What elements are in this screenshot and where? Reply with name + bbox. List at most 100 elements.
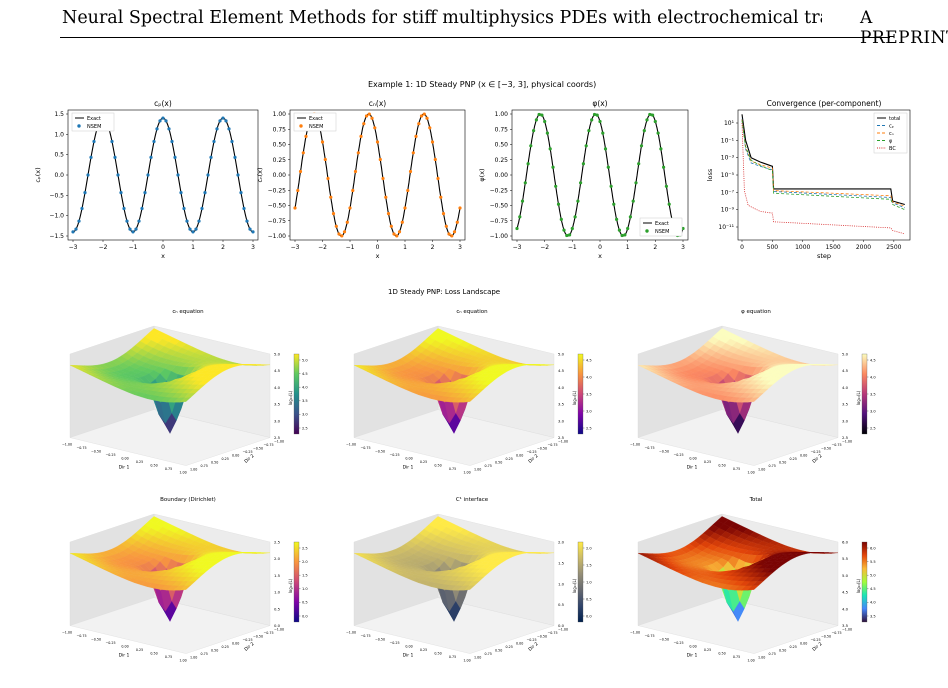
nsem-point (667, 202, 671, 206)
y-tick-label: 0.00 (495, 172, 509, 179)
nsem-point (298, 169, 303, 174)
surface-cell (463, 585, 476, 591)
nsem-point (340, 234, 344, 238)
dir2-axis-label: Dir 2 (811, 641, 823, 653)
nsem-point (381, 176, 385, 181)
z-tick-label: 1.5 (558, 560, 565, 565)
panel-title: Convergence (per-component) (767, 99, 882, 108)
z-tick-label: 0.5 (558, 602, 565, 607)
nsem-point (634, 181, 638, 185)
dir2-tick-label: −1.00 (842, 440, 852, 444)
figure2-suptitle: 1D Steady PNP: Loss Landscape (388, 288, 501, 296)
x-tick-label: −2 (99, 244, 108, 251)
dir1-tick-label: −0.75 (644, 446, 654, 450)
panel-title: cₚ(x) (154, 99, 172, 108)
dir1-tick-label: 0.75 (733, 655, 740, 659)
nsem-point (230, 139, 234, 144)
z-tick-label: 4.5 (842, 368, 849, 373)
panel-title: φ(x) (592, 99, 607, 108)
x-tick-label: 2000 (856, 244, 871, 251)
nsem-point (620, 233, 624, 238)
colorbar-tick-label: 2.5 (586, 426, 592, 430)
dir1-axis-label: Dir 1 (119, 653, 130, 659)
z-tick-label: 4.0 (558, 385, 565, 390)
dir1-tick-label: 0.50 (434, 652, 441, 656)
colorbar-tick-label: 3.0 (302, 413, 308, 417)
dir2-tick-label: 1.00 (474, 468, 481, 472)
nsem-point (331, 212, 336, 216)
nsem-point (89, 155, 93, 159)
dir1-tick-label: 0.75 (165, 655, 172, 659)
nsem-point (425, 116, 429, 120)
nsem-point (664, 184, 669, 188)
dir1-tick-label: −1.00 (62, 631, 72, 635)
legend-entry: NSEM (655, 229, 669, 235)
y-tick-label: 10⁻⁵ (721, 172, 735, 179)
nsem-point (203, 191, 207, 195)
nsem-point (609, 184, 613, 188)
panel-title: C¹ interface (456, 496, 489, 503)
z-tick-label: 3.0 (842, 418, 849, 423)
nsem-point (323, 157, 327, 162)
floor (637, 597, 839, 654)
dir1-tick-label: 0.50 (434, 464, 441, 468)
nsem-point (146, 173, 150, 177)
landscape-panel-1: cₕ equation 5.0 4.5 4.0 3.5 3.0 2.5 log₁₀(L) −1.… (62, 309, 308, 475)
dir1-tick-label: 0.25 (136, 460, 143, 464)
nsem-point (164, 119, 168, 123)
nsem-point (595, 113, 599, 117)
x-axis-label: x (598, 252, 602, 260)
solution-panel-3: φ(x) 1.00 0.75 0.50 0.25 0.00 −0.25 −0.50 −0.75 −… (478, 99, 689, 260)
nsem-point (293, 206, 297, 210)
nsem-point (212, 139, 216, 144)
nsem-point (221, 116, 225, 120)
dir1-axis-label: Dir 1 (687, 653, 698, 659)
nsem-point (518, 215, 522, 219)
colorbar (577, 353, 584, 435)
nsem-point (570, 226, 574, 231)
nsem-point (414, 134, 418, 138)
dir2-tick-label: 1.00 (758, 468, 765, 472)
panel-title: cₙ(x) (369, 99, 386, 108)
dir2-tick-label: 0.00 (800, 642, 807, 646)
nsem-point (143, 191, 147, 195)
nsem-point (337, 232, 341, 236)
dir2-tick-label: 0.25 (222, 645, 229, 649)
dir1-tick-label: 1.00 (747, 659, 754, 663)
nsem-point (554, 184, 558, 188)
nsem-point (197, 219, 201, 223)
nsem-point (581, 162, 586, 166)
nsem-point (534, 118, 539, 122)
nsem-point (373, 126, 377, 130)
colorbar-tick-label: 3.5 (870, 392, 876, 396)
y-tick-label: 10⁻³ (721, 155, 735, 162)
dir1-tick-label: −0.75 (76, 446, 86, 450)
dir2-tick-label: −0.25 (811, 450, 821, 454)
z-tick-label: 4.0 (274, 385, 281, 390)
colorbar-tick-label: 4.0 (586, 375, 592, 379)
z-tick-label: 3.0 (274, 418, 281, 423)
dir2-tick-label: −0.75 (832, 443, 842, 447)
colorbar-tick-label: 1.0 (302, 587, 308, 591)
colorbar-tick-label: 0.0 (586, 614, 592, 618)
convergence-panel: Convergence (per-component) 10¹ 10⁻¹ 10⁻³ 10… (706, 99, 911, 260)
dir2-tick-label: 0.50 (495, 649, 502, 653)
z-tick-label: 6.0 (842, 540, 849, 545)
floor (69, 409, 271, 466)
z-tick-label: 5.0 (842, 573, 849, 578)
nsem-point (351, 188, 355, 193)
nsem-point (540, 113, 544, 117)
nsem-point (236, 173, 240, 177)
dir1-tick-label: 0.00 (405, 645, 412, 649)
dir1-tick-label: −0.25 (673, 641, 683, 645)
x-axis-label: x (376, 252, 380, 260)
nsem-point (161, 116, 165, 120)
nsem-point (110, 139, 114, 144)
nsem-point (579, 181, 583, 185)
nsem-point (537, 112, 541, 117)
dir2-tick-label: 0.25 (506, 457, 513, 461)
dir1-tick-label: 0.50 (718, 652, 725, 656)
x-axis-label: x (161, 252, 165, 260)
x-tick-label: 1 (403, 244, 407, 251)
y-tick-label: 0.75 (273, 126, 287, 133)
